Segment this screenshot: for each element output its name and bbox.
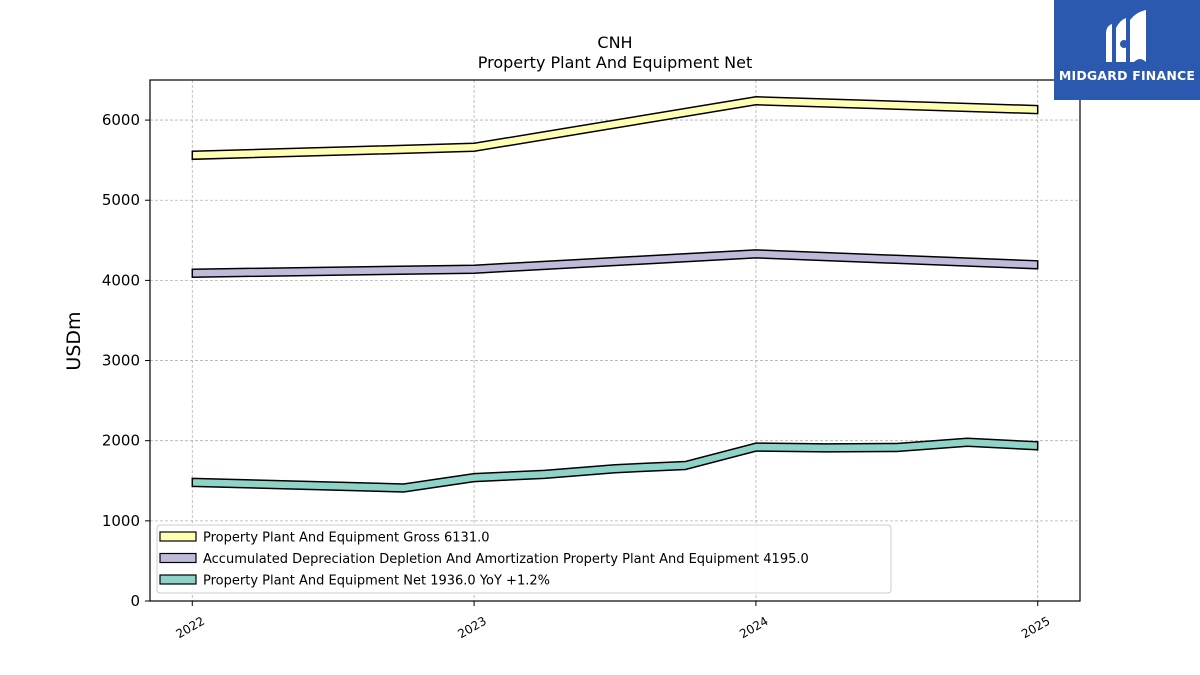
y-tick-label: 6000 bbox=[102, 111, 140, 129]
data-point bbox=[755, 100, 757, 102]
data-point bbox=[1037, 264, 1039, 266]
data-point bbox=[755, 253, 757, 255]
legend-frame bbox=[156, 524, 892, 594]
y-tick-label: 3000 bbox=[102, 352, 140, 370]
data-point bbox=[473, 476, 475, 478]
legend-label: Property Plant And Equipment Net 1936.0 … bbox=[203, 574, 550, 589]
data-point bbox=[684, 464, 686, 466]
data-point bbox=[825, 447, 827, 449]
data-point bbox=[1037, 108, 1039, 110]
data-point bbox=[473, 268, 475, 270]
data-point bbox=[543, 473, 545, 475]
midgard-finance-logo: MIDGARD FINANCE bbox=[1054, 0, 1200, 100]
series-layer bbox=[191, 96, 1039, 493]
plot-frame bbox=[149, 79, 1081, 602]
legend-label: Property Plant And Equipment Gross 6131.… bbox=[203, 531, 490, 546]
y-tick-label: 2000 bbox=[102, 432, 140, 450]
legend: Property Plant And Equipment Gross 6131.… bbox=[156, 524, 892, 594]
x-axis: 2022 2023 2024 2025 bbox=[174, 601, 1052, 641]
data-point bbox=[614, 468, 616, 470]
series-band-0 bbox=[191, 96, 1039, 161]
chart-title: CNH bbox=[597, 33, 632, 52]
grid-lines bbox=[150, 80, 1080, 601]
midgard-m-logo-icon bbox=[1106, 10, 1146, 62]
legend-swatch bbox=[159, 531, 197, 542]
series-band-2 bbox=[191, 437, 1039, 493]
y-axis-label: USDm bbox=[63, 311, 85, 370]
data-point bbox=[1037, 445, 1039, 447]
y-tick-label: 4000 bbox=[102, 271, 140, 289]
data-point bbox=[755, 446, 757, 448]
data-point bbox=[896, 446, 898, 448]
logo-text: MIDGARD FINANCE bbox=[1058, 68, 1196, 83]
y-tick-label: 0 bbox=[130, 592, 140, 610]
x-tick-label: 2024 bbox=[737, 614, 770, 641]
y-tick-label: 5000 bbox=[102, 191, 140, 209]
x-tick-label: 2023 bbox=[455, 614, 488, 641]
legend-swatch bbox=[159, 552, 197, 564]
legend-swatch bbox=[159, 574, 197, 585]
data-point bbox=[966, 441, 968, 443]
legend-label: Accumulated Depreciation Depletion And A… bbox=[203, 552, 809, 567]
data-point bbox=[191, 154, 193, 156]
chart-subtitle: Property Plant And Equipment Net bbox=[478, 53, 753, 72]
data-point bbox=[473, 146, 475, 148]
data-point bbox=[402, 487, 404, 489]
data-point bbox=[191, 272, 193, 274]
data-point bbox=[191, 481, 193, 483]
x-tick-label: 2022 bbox=[174, 614, 207, 641]
series-band-1 bbox=[191, 249, 1039, 278]
x-tick-label: 2025 bbox=[1019, 614, 1052, 641]
y-axis: 0 1000 2000 3000 4000 5000 6000 bbox=[102, 111, 150, 610]
y-tick-label: 1000 bbox=[102, 512, 140, 530]
